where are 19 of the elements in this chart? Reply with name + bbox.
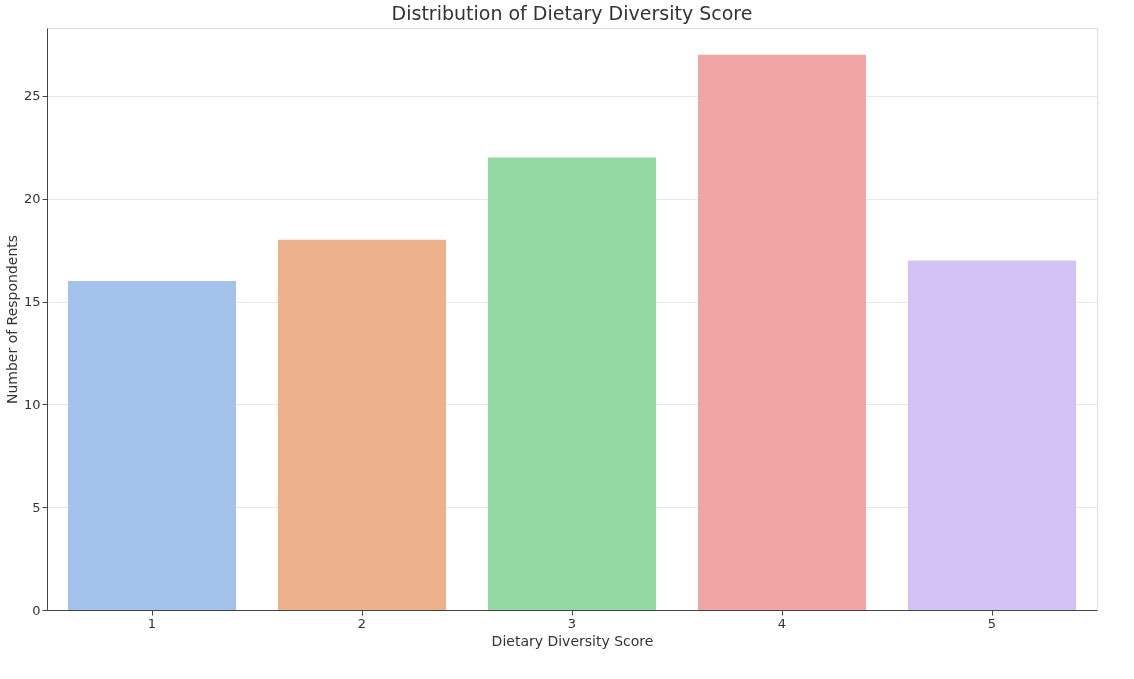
y-tick-label: 10	[23, 396, 41, 412]
x-axis-title: Dietary Diversity Score	[491, 632, 654, 649]
bar	[68, 280, 236, 610]
y-tick-label: 5	[32, 499, 41, 515]
bar	[908, 260, 1076, 610]
bar	[278, 239, 446, 610]
x-tick-label: 5	[987, 615, 997, 631]
y-tick-label: 0	[32, 602, 41, 618]
y-tick-label: 20	[23, 191, 41, 207]
x-tick-label: 2	[357, 615, 367, 631]
chart-title: Distribution of Dietary Diversity Score	[391, 2, 753, 24]
x-tick-label: 1	[147, 615, 157, 631]
x-tick-label: 4	[777, 615, 787, 631]
y-tick-label: 25	[23, 88, 41, 104]
bar	[698, 54, 866, 610]
y-tick-label: 15	[23, 294, 41, 310]
x-tick-label: 3	[567, 615, 577, 631]
bar	[488, 157, 656, 610]
y-axis-title: Number of Respondents	[3, 234, 20, 405]
